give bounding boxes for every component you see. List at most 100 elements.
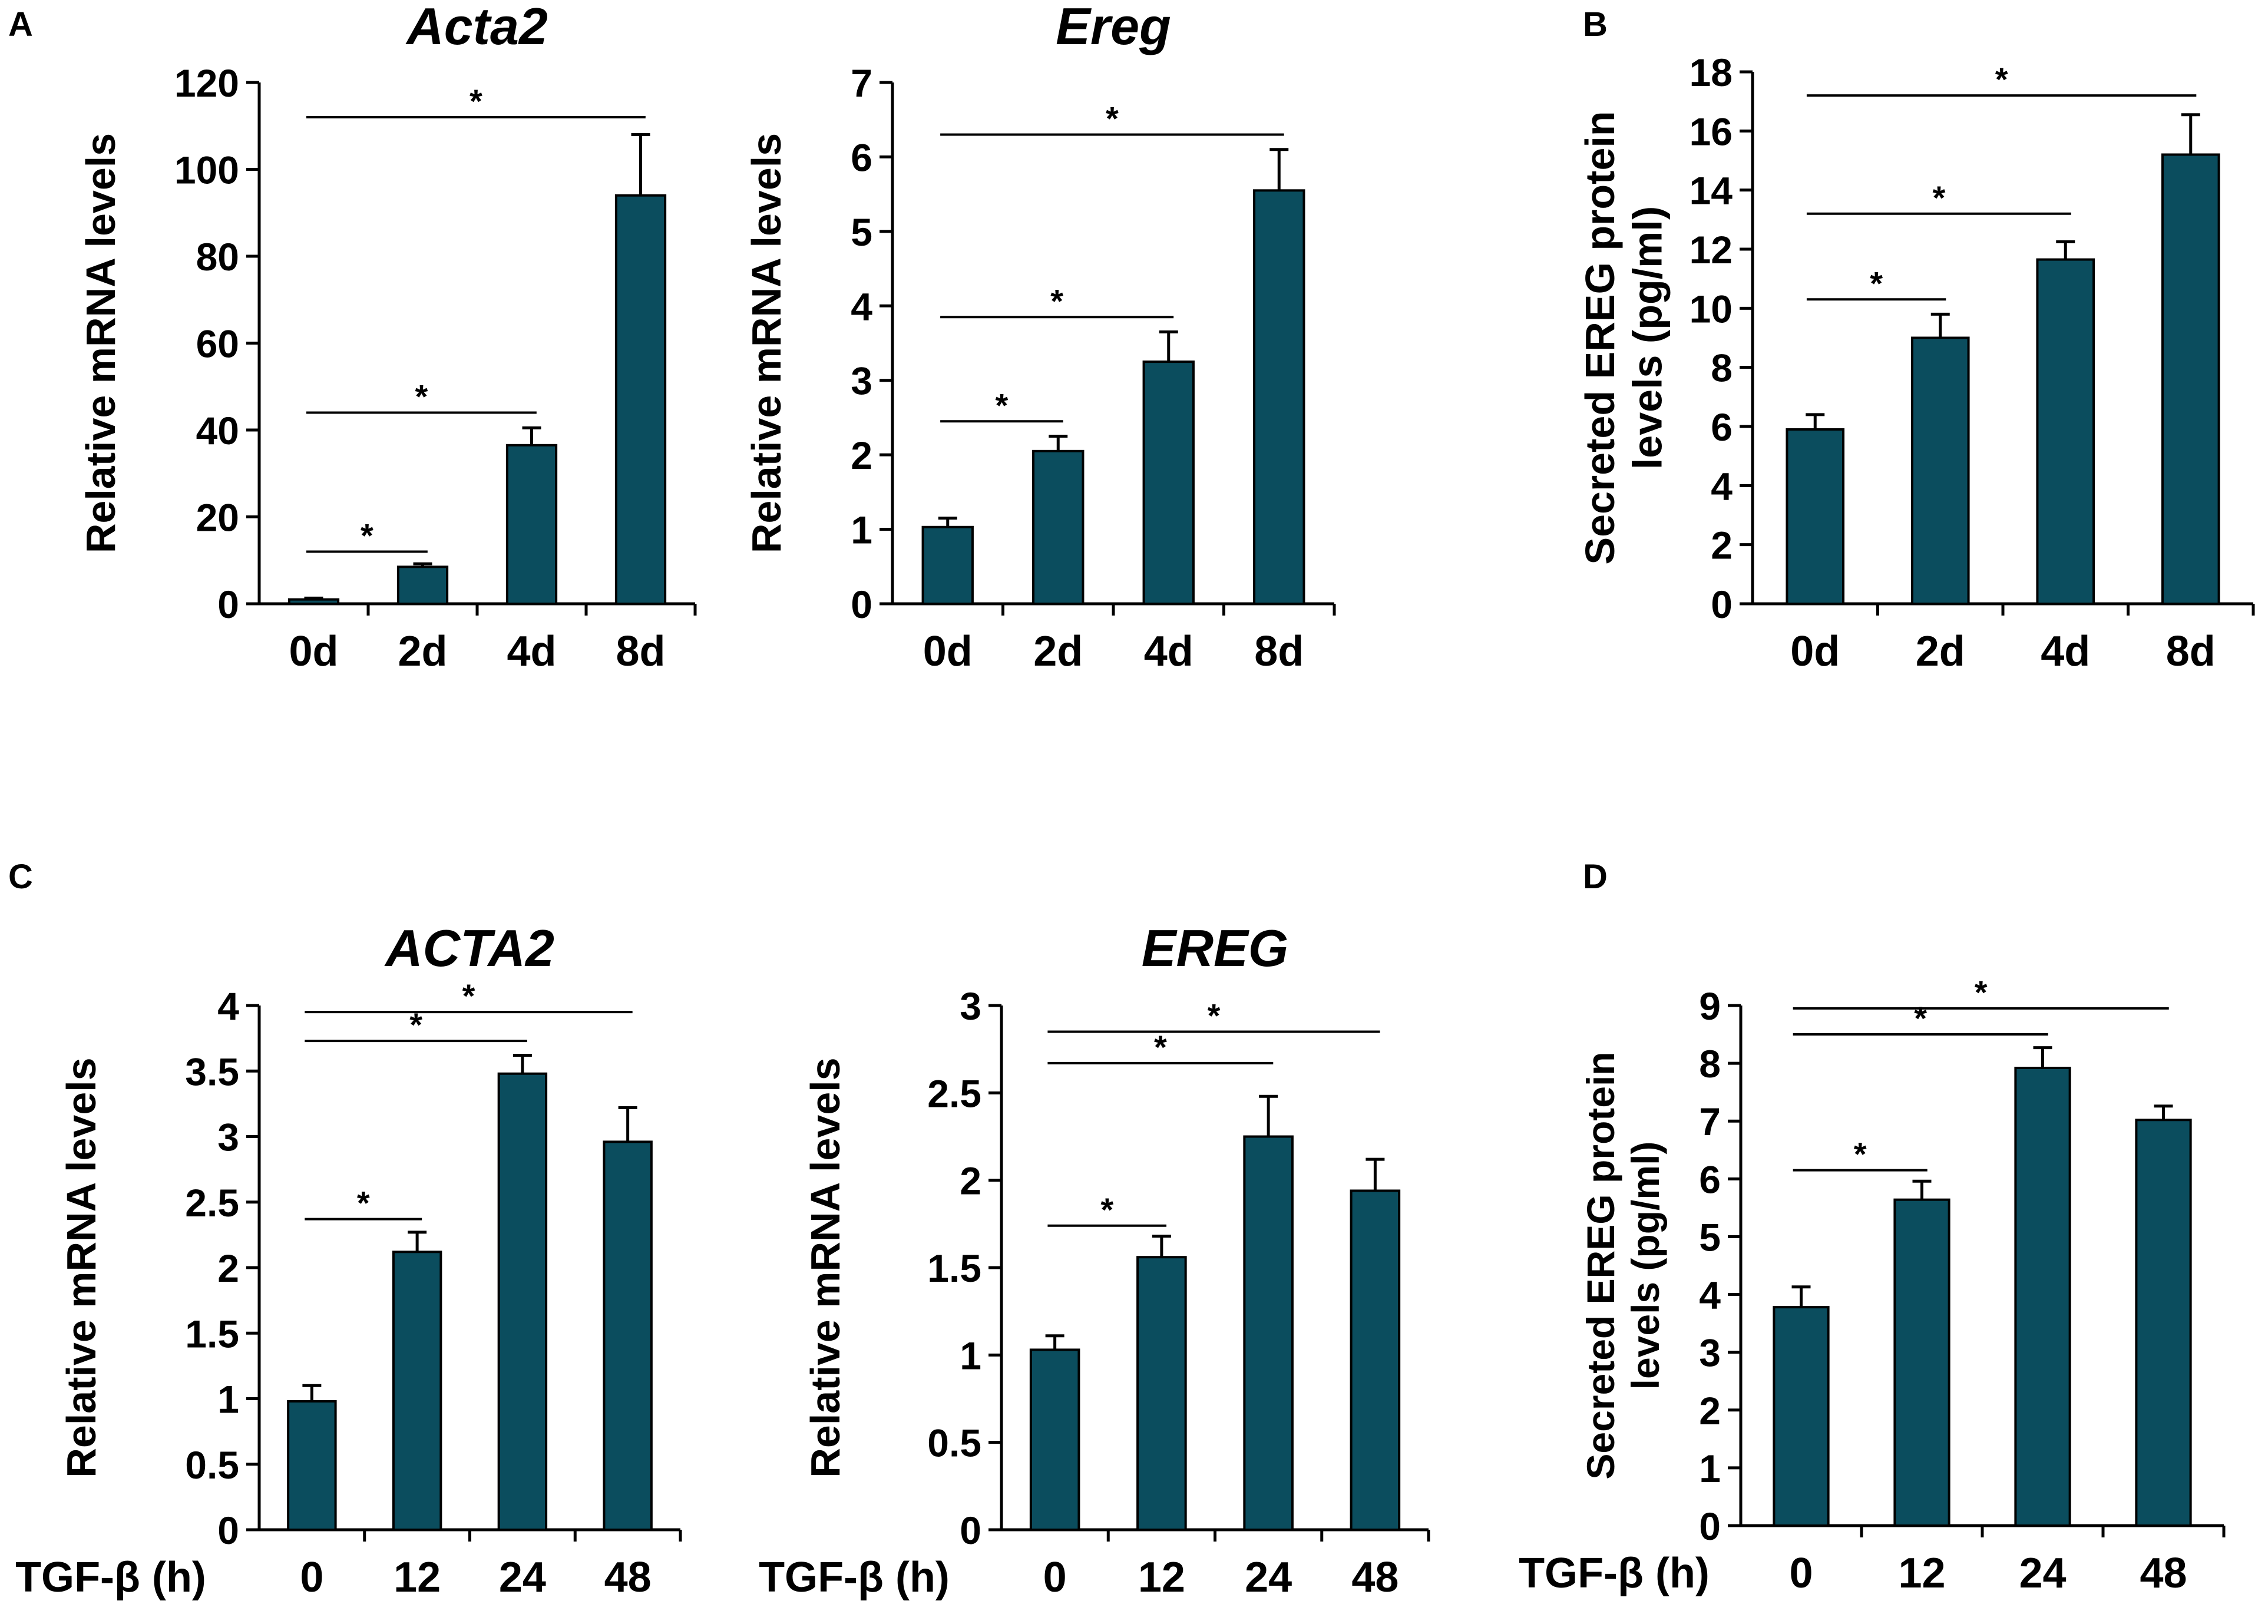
chart6-y-tick-label: 2 (1699, 1389, 1721, 1433)
chart1-bar-8d (614, 194, 667, 605)
chart4-y-tick-label: 1 (217, 1378, 239, 1421)
chart5-title: EREG (1142, 919, 1288, 977)
chart6-x-axis-label: TGF-β (h) (1519, 1550, 1710, 1597)
chart6-y-tick-label: 6 (1699, 1157, 1721, 1201)
chart3-y-tick-label: 10 (1690, 287, 1733, 330)
chart3-y-tick-label: 4 (1711, 464, 1733, 508)
chart3-significance-star: * (1932, 179, 1945, 216)
chart5-y-axis-label: Relative mRNA levels (802, 1057, 848, 1477)
chart5-bar-48 (1350, 1189, 1401, 1531)
chart5-y-tick-label: 2.5 (927, 1071, 981, 1115)
chart6-x-tick-label: 48 (2140, 1550, 2187, 1597)
chart4-y-tick-label: 2.5 (185, 1181, 239, 1225)
chart1-y-tick-label: 0 (217, 583, 239, 626)
chart6-y-tick-label: 0 (1699, 1504, 1721, 1548)
chart2-title: Ereg (1056, 0, 1171, 55)
chart4-bar-0 (287, 1400, 337, 1531)
chart3-y-axis-label-line: Secreted EREG protein (1577, 111, 1623, 564)
chart1-x-tick-label: 0d (289, 628, 338, 675)
chart2-y-tick-label: 6 (851, 135, 872, 179)
chart3-y-tick-label: 14 (1690, 169, 1733, 213)
chart3-y-tick-label: 16 (1690, 110, 1733, 153)
chart3-x-tick-label: 0d (1790, 628, 1840, 675)
chart4-significance-star: * (357, 1185, 370, 1222)
chart3-y-tick-label: 2 (1711, 524, 1733, 567)
panel-label-b: B (1583, 5, 1608, 44)
chart4-title: ACTA2 (384, 919, 554, 977)
chart3-y-axis-label-line: levels (pg/ml) (1625, 206, 1671, 469)
chart1-significance-star: * (415, 378, 428, 415)
chart3-x-tick-label: 2d (1916, 628, 1965, 675)
chart6-bar-24 (2014, 1066, 2071, 1527)
chart1-x-tick-label: 8d (616, 628, 665, 675)
chart1-significance-star: * (470, 82, 482, 120)
chart3-significance-star: * (1870, 264, 1883, 302)
chart6-y-tick-label: 4 (1699, 1274, 1721, 1317)
chart5-y-tick-label: 1 (960, 1334, 981, 1377)
chart5-x-tick-label: 12 (1138, 1554, 1185, 1601)
chart4-x-tick-label: 48 (604, 1554, 652, 1601)
chart4-bar-48 (603, 1140, 653, 1531)
chart1-title: Acta2 (405, 0, 548, 55)
chart6-significance-star: * (1914, 1000, 1927, 1037)
chart4-x-tick-label: 12 (394, 1554, 441, 1601)
chart2-y-tick-label: 4 (851, 285, 872, 328)
chart2-y-tick-label: 5 (851, 210, 872, 254)
chart4-y-axis-label: Relative mRNA levels (58, 1057, 104, 1477)
chart6-y-tick-label: 7 (1699, 1100, 1721, 1143)
chart3-y-tick-label: 0 (1711, 583, 1733, 626)
chart4-y-tick-label: 2 (217, 1246, 239, 1290)
chart6-y-tick-label: 1 (1699, 1447, 1721, 1490)
chart3-significance-star: * (1995, 61, 2008, 98)
chart4-y-tick-label: 4 (217, 984, 239, 1028)
chart5-y-tick-label: 0 (960, 1509, 981, 1552)
chart3-x-tick-label: 8d (2166, 628, 2216, 675)
chart3-y-tick-label: 18 (1690, 51, 1733, 94)
chart4-x-axis-label: TGF-β (h) (15, 1554, 206, 1601)
chart1-y-axis-label: Relative mRNA levels (78, 133, 124, 553)
chart2-bar-8d (1253, 189, 1305, 606)
chart4-y-tick-label: 1.5 (185, 1312, 239, 1355)
chart2-significance-star: * (1106, 100, 1119, 137)
chart2-x-tick-label: 2d (1033, 628, 1083, 675)
chart1-x-tick-label: 2d (398, 628, 447, 675)
chart5-y-tick-label: 0.5 (927, 1421, 981, 1465)
chart4-y-tick-label: 0.5 (185, 1443, 239, 1487)
chart6-y-axis-label: Secreted EREG proteinlevels (pg/ml) (1579, 1051, 1667, 1479)
chart2-x-tick-label: 0d (923, 628, 973, 675)
chart4-x-tick-label: 0 (300, 1554, 323, 1601)
chart4-significance-star: * (409, 1006, 422, 1043)
chart3-x-tick-label: 4d (2041, 628, 2090, 675)
chart6-y-tick-label: 5 (1699, 1215, 1721, 1259)
chart1-y-tick-label: 120 (174, 61, 239, 105)
chart1-significance-star: * (361, 517, 373, 554)
chart3-bar-8d (2161, 153, 2220, 605)
chart5-bar-24 (1243, 1135, 1294, 1531)
chart6-x-tick-label: 0 (1789, 1550, 1813, 1597)
chart6-significance-star: * (1854, 1136, 1867, 1173)
chart3-y-tick-label: 8 (1711, 346, 1733, 390)
chart3-y-tick-label: 6 (1711, 405, 1733, 449)
chart3-bar-0d (1786, 428, 1845, 605)
chart3-y-tick-label: 12 (1690, 228, 1733, 272)
chart6-bar-0 (1773, 1306, 1830, 1527)
chart6-significance-star: * (1975, 974, 1988, 1011)
chart2-y-tick-label: 0 (851, 583, 872, 626)
chart2-bar-2d (1032, 449, 1085, 605)
chart1-y-tick-label: 40 (196, 409, 239, 452)
chart2-y-tick-label: 7 (851, 61, 872, 105)
chart2-x-tick-label: 4d (1144, 628, 1193, 675)
chart1-x-tick-label: 4d (507, 628, 556, 675)
chart2-bar-4d (1142, 360, 1195, 605)
panel-label-d: D (1583, 858, 1608, 896)
chart5-bar-12 (1136, 1256, 1187, 1531)
chart4-bar-24 (497, 1072, 548, 1531)
chart5-significance-star: * (1154, 1028, 1167, 1066)
panel-label-c: C (8, 858, 33, 896)
chart6-y-tick-label: 3 (1699, 1331, 1721, 1375)
chart4-y-tick-label: 3 (217, 1116, 239, 1159)
chart4-significance-star: * (462, 977, 475, 1014)
chart5-significance-star: * (1208, 997, 1221, 1034)
chart5-y-tick-label: 3 (960, 984, 981, 1028)
